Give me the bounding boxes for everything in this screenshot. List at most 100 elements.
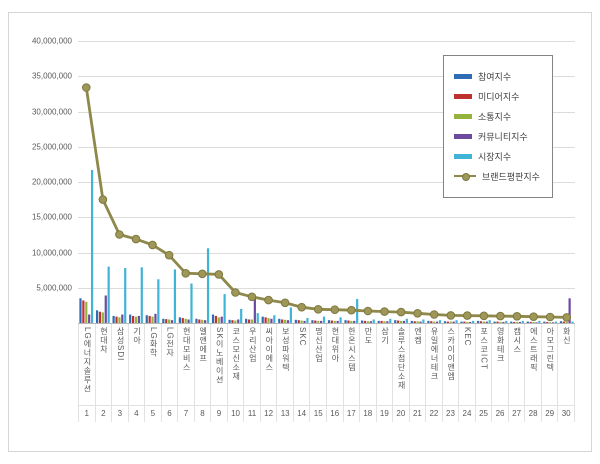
bar-커뮤니티지수 — [88, 314, 91, 323]
x-category-cell: 삼기 19 — [376, 324, 394, 422]
bar-참여지수 — [543, 321, 546, 323]
bar-참여지수 — [311, 320, 314, 323]
legend-label: 소통지수 — [478, 112, 512, 122]
bar-시장지수 — [571, 321, 574, 323]
bar-시장지수 — [422, 319, 425, 323]
x-rank-label: 22 — [426, 405, 442, 422]
bar-미디어지수 — [131, 315, 135, 323]
legend-label: 시장지수 — [478, 152, 512, 162]
bar-커뮤니티지수 — [551, 322, 555, 323]
legend: 참여지수 미디어지수 소통지수 커뮤니티지수 시장지수 브랜드평판지수 — [443, 55, 553, 198]
x-category-label: 아모그린텍 — [545, 327, 554, 372]
bar-참여지수 — [79, 298, 82, 323]
bar-참여지수 — [394, 320, 397, 323]
x-rank-label: 28 — [525, 405, 541, 422]
line-marker — [396, 307, 406, 317]
bar-소통지수 — [101, 312, 104, 323]
bar-커뮤니티지수 — [386, 321, 389, 323]
bar-커뮤니티지수 — [253, 296, 256, 323]
x-category-label: 명신산업 — [314, 327, 323, 363]
bar-소통지수 — [482, 321, 485, 323]
bar-참여지수 — [129, 314, 132, 323]
x-category-cell: 만도 18 — [360, 324, 377, 422]
x-category-cell: 우리산업 11 — [244, 324, 261, 422]
bar-시장지수 — [223, 294, 226, 323]
x-rank-label: 3 — [112, 405, 128, 422]
line-marker — [479, 311, 489, 321]
bar-참여지수 — [95, 310, 99, 323]
bar-소통지수 — [250, 319, 254, 323]
bar-참여지수 — [410, 320, 413, 323]
bar-시장지수 — [538, 320, 541, 323]
x-category-label: 스카이이앤엠 — [446, 327, 455, 381]
bar-소통지수 — [499, 321, 502, 323]
x-category-label: LG화학 — [149, 327, 158, 358]
x-category-cell: 포스코ICT 25 — [475, 324, 493, 422]
bar-커뮤니티지수 — [320, 320, 323, 323]
bar-미디어지수 — [198, 319, 201, 323]
bar-시장지수 — [389, 318, 392, 323]
bar-시장지수 — [173, 269, 177, 323]
x-rank-label: 12 — [260, 405, 277, 422]
line-marker — [313, 305, 323, 314]
gridline — [78, 217, 575, 219]
x-category-label: LG전자 — [165, 327, 174, 358]
bar-시장지수 — [521, 320, 524, 323]
bar-미디어지수 — [231, 320, 234, 323]
bar-소통지수 — [151, 316, 154, 323]
bar-소통지수 — [283, 319, 287, 323]
line-marker — [264, 295, 273, 305]
x-category-cell: 스카이이앤엠 23 — [442, 324, 460, 422]
bar-미디어지수 — [496, 321, 499, 323]
bar-소통지수 — [532, 321, 535, 323]
bar-시장지수 — [455, 320, 458, 323]
bar-커뮤니티지수 — [170, 320, 174, 323]
bar-시장지수 — [289, 307, 292, 323]
bar-미디어지수 — [380, 320, 383, 323]
legend-label: 참여지수 — [478, 72, 512, 82]
x-category-cell: SKC 14 — [293, 324, 311, 422]
line-marker — [545, 312, 555, 322]
gridline — [78, 287, 575, 289]
y-axis: 40,000,000 35,000,000 30,000,000 25,000,000… — [0, 37, 72, 323]
series-canvas — [79, 83, 574, 323]
x-rank-label: 30 — [558, 405, 574, 422]
bar-미디어지수 — [214, 315, 218, 323]
bar-소통지수 — [383, 321, 386, 323]
bar-미디어지수 — [115, 316, 118, 323]
bar-미디어지수 — [397, 320, 400, 323]
x-category-cell: 씨아이에스 12 — [260, 324, 278, 422]
x-rank-label: 6 — [161, 405, 178, 422]
bar-참여지수 — [245, 318, 248, 323]
bar-시장지수 — [405, 318, 408, 323]
x-category-label: 코스모신소재 — [231, 327, 240, 381]
bar-커뮤니티지수 — [435, 321, 439, 323]
line-marker — [413, 309, 422, 318]
x-rank-label: 5 — [145, 405, 161, 422]
bar-미디어지수 — [513, 321, 516, 323]
legend-item: 커뮤니티지수 — [454, 130, 542, 143]
x-category-label: KEC — [463, 327, 472, 347]
x-category-label: 한온시스템 — [347, 327, 356, 372]
legend-line-marker-icon — [454, 172, 476, 181]
x-category-cell: SK이노베이션 9 — [211, 324, 228, 422]
bar-소통지수 — [416, 321, 419, 323]
bar-미디어지수 — [281, 319, 284, 323]
bar-참여지수 — [526, 321, 529, 323]
bar-소통지수 — [168, 319, 171, 323]
x-rank-label: 7 — [178, 405, 194, 422]
bar-소통지수 — [234, 320, 237, 323]
bar-커뮤니티지수 — [353, 320, 356, 323]
legend-item: 미디어지수 — [454, 90, 542, 103]
y-tick-label: 20,000,000 — [31, 177, 72, 187]
bar-소통지수 — [565, 321, 568, 323]
bar-미디어지수 — [247, 319, 251, 323]
line-marker — [363, 306, 373, 316]
bar-소통지수 — [317, 320, 320, 323]
bar-참여지수 — [559, 321, 563, 323]
bar-커뮤니티지수 — [502, 321, 505, 323]
gridline — [78, 111, 575, 113]
bar-참여지수 — [195, 318, 198, 323]
bar-미디어지수 — [463, 321, 466, 323]
x-rank-label: 29 — [541, 405, 558, 422]
